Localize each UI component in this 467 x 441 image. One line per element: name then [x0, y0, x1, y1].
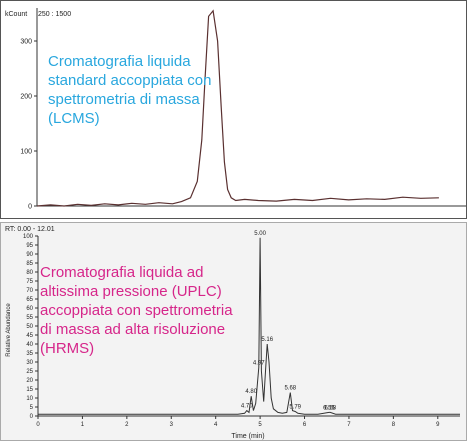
lcms-caption-line-4: (LCMS) — [48, 110, 100, 127]
uplc-peak-label: 4.97 — [253, 360, 265, 366]
uplc-y-tick-label: 60 — [26, 306, 33, 312]
lcms-caption: Cromatografia liquida standard accoppiat… — [48, 53, 216, 127]
uplc-peak-label: 5.16 — [261, 337, 273, 343]
lcms-panel-frame — [0, 0, 467, 219]
lcms-chromatogram-line — [36, 9, 439, 207]
lcms-y-tick-label: 200 — [20, 94, 32, 101]
uplc-peak-label: 4.70 — [241, 404, 253, 410]
uplc-y-tick-label: 20 — [26, 378, 33, 384]
uplc-peak-label: 4.80 — [245, 389, 257, 395]
uplc-x-ticks: 0 1 2 3 4 5 6 7 8 9 — [36, 416, 440, 428]
uplc-y-tick-label: 95 — [26, 243, 33, 249]
uplc-x-tick-label: 7 — [347, 422, 351, 428]
uplc-x-tick-label: 0 — [36, 422, 40, 428]
uplc-y-tick-label: 40 — [26, 342, 33, 348]
uplc-peak-label: 5.68 — [284, 386, 296, 392]
uplc-y-tick-label: 5 — [30, 405, 34, 411]
uplc-peak-label: 5.79 — [289, 405, 301, 411]
uplc-caption-line-3: accoppiata con spettrometria — [40, 302, 233, 319]
uplc-y-ticks: 0 5 10 15 20 25 30 35 40 45 50 55 60 65 70 75 80 85 90 95 10… — [23, 234, 38, 420]
uplc-range-label: RT: 0.00 - 12.01 — [5, 226, 55, 233]
uplc-caption-line-4: di massa ad alta risoluzione — [40, 321, 225, 338]
uplc-y-tick-label: 0 — [30, 414, 34, 420]
uplc-caption: Cromatografia liquida ad altissima press… — [40, 264, 237, 357]
uplc-y-tick-label: 55 — [26, 315, 33, 321]
uplc-y-tick-label: 15 — [26, 387, 33, 393]
uplc-y-tick-label: 80 — [26, 270, 33, 276]
lcms-y-ticks: 0 100 200 300 — [20, 39, 37, 211]
uplc-peak-label: 5.00 — [254, 231, 266, 237]
uplc-y-tick-label: 65 — [26, 297, 33, 303]
uplc-y-tick-label: 90 — [26, 252, 33, 258]
uplc-y-tick-label: 100 — [23, 234, 34, 240]
uplc-y-axis-label: Relative Abundance — [6, 303, 12, 357]
uplc-caption-line-5: (HRMS) — [40, 340, 94, 357]
uplc-peak-label: 6.55 — [323, 405, 335, 411]
lcms-caption-line-2: standard accoppiata con — [48, 72, 211, 89]
lcms-y-tick-label: 0 — [28, 204, 32, 211]
uplc-y-tick-label: 10 — [26, 396, 33, 402]
uplc-x-tick-label: 1 — [81, 422, 85, 428]
lcms-caption-line-1: Cromatografia liquida — [48, 53, 191, 70]
uplc-x-tick-label: 2 — [125, 422, 129, 428]
uplc-caption-line-2: altissima pressione (UPLC) — [40, 283, 222, 300]
uplc-x-tick-label: 3 — [170, 422, 174, 428]
uplc-x-tick-label: 9 — [436, 422, 440, 428]
uplc-chromatogram-line — [38, 237, 460, 415]
uplc-y-tick-label: 25 — [26, 369, 33, 375]
uplc-peak-label: 6.58 — [324, 405, 336, 411]
uplc-y-tick-label: 35 — [26, 351, 33, 357]
lcms-range-label: 250 : 1500 — [38, 11, 71, 18]
uplc-x-tick-label: 5 — [258, 422, 262, 428]
uplc-peak-labels: 4.70 4.80 4.97 5.00 5.16 5.68 5.79 6.556.58 — [241, 231, 337, 412]
uplc-x-axis-label: Time (min) — [231, 433, 264, 440]
uplc-y-tick-label: 70 — [26, 288, 33, 294]
uplc-y-tick-label: 30 — [26, 360, 33, 366]
uplc-y-tick-label: 45 — [26, 333, 33, 339]
lcms-caption-line-3: spettrometria di massa — [48, 91, 200, 108]
uplc-y-tick-label: 75 — [26, 279, 33, 285]
uplc-y-tick-label: 85 — [26, 261, 33, 267]
uplc-y-tick-label: 50 — [26, 324, 33, 330]
lcms-y-tick-label: 300 — [20, 39, 32, 46]
uplc-x-tick-label: 4 — [214, 422, 218, 428]
lcms-y-unit-label: kCount — [5, 11, 27, 18]
lcms-y-tick-label: 100 — [20, 149, 32, 156]
uplc-x-tick-label: 8 — [392, 422, 396, 428]
uplc-caption-line-1: Cromatografia liquida ad — [40, 264, 203, 281]
uplc-x-tick-label: 6 — [303, 422, 307, 428]
